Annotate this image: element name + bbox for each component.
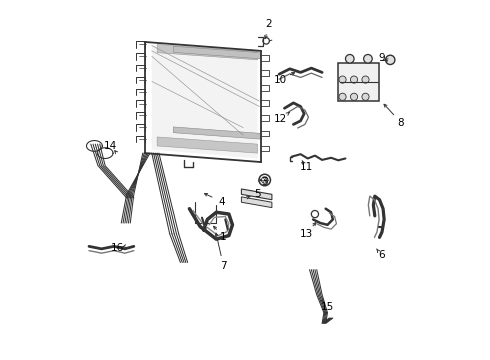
Polygon shape bbox=[173, 46, 260, 59]
Circle shape bbox=[339, 93, 346, 100]
Text: 7: 7 bbox=[220, 261, 227, 271]
Text: 2: 2 bbox=[265, 19, 271, 29]
Text: 15: 15 bbox=[321, 302, 334, 312]
Circle shape bbox=[362, 93, 369, 100]
Polygon shape bbox=[157, 44, 258, 60]
Text: 5: 5 bbox=[254, 189, 261, 199]
Text: 3: 3 bbox=[261, 177, 268, 187]
Circle shape bbox=[362, 76, 369, 83]
Polygon shape bbox=[152, 45, 258, 158]
Text: 9: 9 bbox=[378, 53, 385, 63]
Polygon shape bbox=[157, 137, 258, 153]
Text: 11: 11 bbox=[299, 162, 313, 172]
Text: 12: 12 bbox=[274, 114, 288, 124]
Text: 14: 14 bbox=[104, 141, 117, 151]
Text: 13: 13 bbox=[299, 229, 313, 239]
Circle shape bbox=[345, 54, 354, 63]
Circle shape bbox=[350, 76, 358, 83]
Text: 10: 10 bbox=[274, 75, 288, 85]
Text: 16: 16 bbox=[111, 243, 124, 253]
Text: 1: 1 bbox=[220, 232, 227, 242]
Circle shape bbox=[350, 93, 358, 100]
Text: 8: 8 bbox=[398, 118, 404, 128]
Circle shape bbox=[364, 54, 372, 63]
Text: 6: 6 bbox=[378, 250, 385, 260]
Bar bbox=[338, 63, 379, 101]
Polygon shape bbox=[242, 189, 272, 200]
Text: 4: 4 bbox=[219, 197, 225, 207]
Polygon shape bbox=[173, 127, 260, 139]
Polygon shape bbox=[242, 197, 272, 208]
Circle shape bbox=[339, 76, 346, 83]
Circle shape bbox=[386, 55, 395, 64]
